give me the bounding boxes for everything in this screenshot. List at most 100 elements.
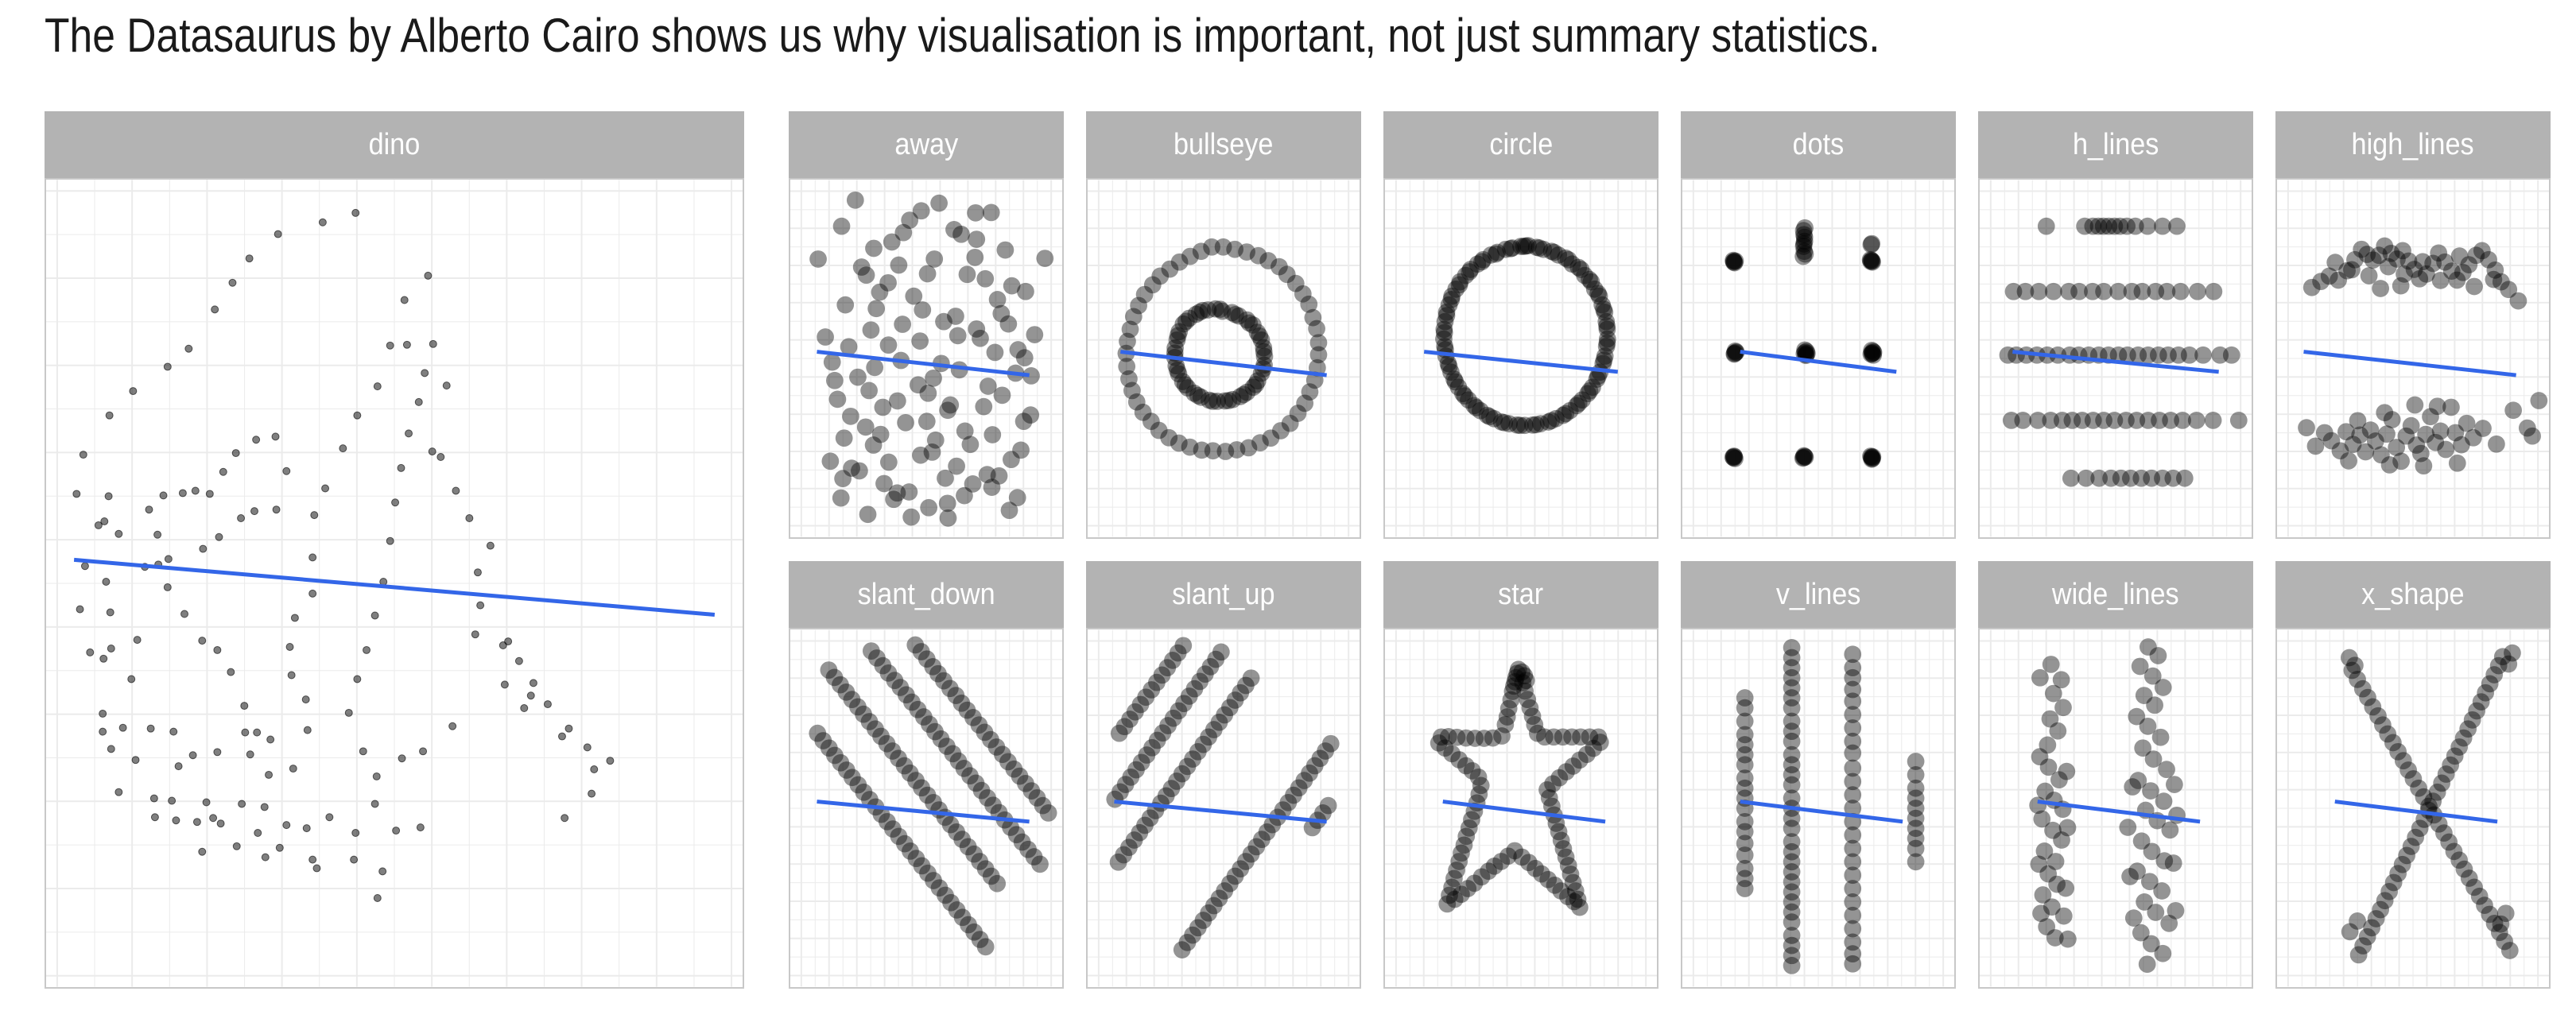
data-point: [1844, 866, 1862, 885]
data-point: [2500, 281, 2518, 299]
data-point: [1579, 385, 1596, 403]
data-point: [1844, 668, 1862, 687]
data-point: [2139, 412, 2157, 429]
data-point: [1174, 637, 1193, 655]
data-point: [2162, 412, 2180, 429]
data-point: [825, 668, 844, 687]
data-point: [975, 397, 993, 416]
data-point: [1002, 819, 1019, 836]
data-point: [1844, 880, 1862, 897]
data-point: [1194, 735, 1212, 753]
data-point: [961, 436, 980, 454]
data-point: [878, 734, 896, 753]
data-point: [1220, 392, 1238, 409]
data-point: [2155, 852, 2174, 869]
data-point: [2358, 927, 2376, 946]
data-point: [1524, 416, 1542, 434]
data-point: [1597, 312, 1616, 331]
data-point: [2105, 412, 2124, 429]
data-point: [1598, 317, 1616, 335]
data-point: [2084, 412, 2102, 429]
plot-area: [1086, 628, 1361, 989]
data-point: [2437, 765, 2455, 783]
data-point: [1173, 765, 1191, 783]
data-point: [1581, 381, 1599, 400]
data-point: [1442, 291, 1461, 308]
data-point: [1111, 783, 1129, 801]
data-point: [442, 381, 451, 390]
data-point: [252, 436, 261, 444]
data-point: [1569, 394, 1588, 412]
data-point: [2450, 851, 2469, 869]
data-point: [1207, 650, 1225, 668]
data-point: [1502, 691, 1520, 709]
data-point: [2340, 451, 2357, 470]
data-point: [1783, 649, 1801, 667]
facet-panel-circle: circle: [1383, 111, 1658, 539]
data-point: [416, 823, 425, 832]
facet-strip: dino: [45, 111, 744, 178]
data-point: [1563, 728, 1581, 746]
data-point: [1526, 715, 1544, 734]
data-point: [1007, 826, 1026, 844]
data-point: [2143, 842, 2161, 861]
data-point: [912, 643, 930, 660]
data-point: [2366, 432, 2384, 450]
data-point: [2530, 392, 2548, 409]
data-point: [1596, 304, 1614, 321]
data-point: [1185, 680, 1204, 698]
data-point: [2392, 277, 2410, 295]
data-point: [2406, 396, 2424, 414]
data-point: [1844, 800, 1862, 817]
data-point: [436, 453, 445, 461]
data-point: [2410, 779, 2427, 797]
data-point: [2158, 282, 2176, 300]
data-point: [835, 429, 853, 447]
data-point: [890, 256, 908, 274]
data-point: [1736, 823, 1754, 841]
data-point: [826, 746, 844, 765]
data-point: [2509, 292, 2528, 310]
data-point: [1000, 501, 1018, 520]
data-point: [1319, 796, 1337, 815]
data-point: [227, 668, 235, 676]
data-point: [1492, 413, 1511, 431]
data-point: [1194, 912, 1212, 929]
data-point: [1205, 896, 1223, 915]
data-point: [1488, 243, 1507, 261]
data-point: [941, 680, 959, 698]
data-point: [2029, 412, 2047, 429]
data-point: [2411, 819, 2429, 838]
data-point: [2376, 237, 2394, 255]
data-point: [2468, 702, 2486, 720]
data-point: [902, 508, 921, 526]
data-point: [1523, 707, 1542, 726]
data-point: [956, 422, 974, 440]
data-point: [486, 541, 495, 550]
data-point: [2504, 644, 2521, 662]
data-point: [836, 296, 855, 314]
data-point: [1448, 862, 1465, 879]
data-point: [2470, 887, 2489, 905]
data-point: [2414, 253, 2432, 271]
data-point: [1271, 258, 1288, 276]
data-point: [2112, 469, 2130, 487]
data-point: [421, 369, 429, 378]
data-point: [1442, 363, 1460, 381]
data-point: [1844, 826, 1862, 844]
data-point: [1736, 699, 1754, 717]
trend-line: [1740, 350, 1897, 374]
data-point: [855, 783, 873, 801]
data-point: [938, 738, 956, 755]
data-point: [1581, 728, 1599, 746]
data-point: [1162, 780, 1181, 798]
data-point: [2167, 901, 2185, 920]
data-point: [1506, 672, 1524, 691]
data-point: [2458, 414, 2476, 432]
data-point: [1110, 724, 1128, 742]
data-point: [231, 449, 240, 458]
data-point: [1164, 652, 1181, 669]
data-point: [1539, 413, 1558, 431]
data-point: [1127, 393, 1146, 411]
data-point: [843, 691, 861, 709]
